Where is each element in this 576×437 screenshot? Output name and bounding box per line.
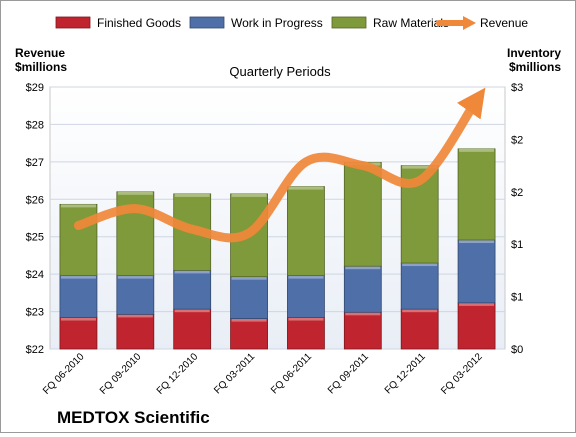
x-tick-label: FQ 03-2011 [212,351,257,396]
bar-highlight [459,302,495,306]
bar-work-in-progress [59,275,98,318]
x-axis-ticks: FQ 06-2010 FQ 09-2010 FQ 12-2010 FQ 03-2011… [41,351,485,397]
bar-finished-goods [457,302,496,350]
bar-highlight [345,312,381,316]
x-tick-label: FQ 12-2011 [383,351,428,396]
bar-highlight [402,309,438,313]
right-tick-label: $1 [511,292,523,304]
left-axis-ticks: $22 $23 $24 $25 $26 $27 $28 $29 [26,82,44,356]
bar-finished-goods [230,318,268,350]
revenue-line [73,87,486,243]
bar-work-in-progress [173,269,212,310]
bar-highlight [231,318,267,322]
bar-highlight [345,266,381,270]
left-tick-label: $28 [26,119,44,131]
bar-highlight [60,204,96,208]
legend-label-raw-materials: Raw Materials [373,16,449,30]
right-tick-label: $2 [511,134,523,146]
left-tick-label: $25 [26,232,44,244]
bar-highlight [288,317,324,321]
bar-highlight [288,186,324,190]
bar-highlight [174,309,210,313]
legend-swatch-finished-goods [55,16,91,29]
bar-finished-goods [343,311,382,350]
bar-work-in-progress [116,275,155,315]
bar-finished-goods [116,314,155,350]
bar-work-in-progress [287,275,325,318]
legend-label-finished-goods: Finished Goods [97,16,181,30]
right-tick-label: $3 [511,82,523,94]
bar-finished-goods [400,308,439,350]
chart-title: Quarterly Periods [229,64,331,79]
legend-arrow-head [463,16,476,30]
stacked-bars [59,148,496,350]
legend-label-revenue: Revenue [480,16,528,30]
bar-work-in-progress [457,239,496,304]
left-tick-label: $23 [26,307,44,319]
legend-label-work-in-progress: Work in Progress [231,16,323,30]
bar-highlight [117,191,153,195]
x-tick-label: FQ 12-2010 [155,351,201,397]
bar-raw-materials [343,162,382,267]
bar-highlight [117,314,153,318]
bar-raw-materials [457,148,496,241]
x-tick-label: FQ 06-2011 [269,351,314,396]
left-axis-label-line1: Revenue [15,46,65,60]
left-axis-label-line2: $millions [15,60,67,74]
legend-swatch-raw-materials [331,16,367,29]
bar-highlight [231,276,267,280]
right-tick-label: $0 [511,344,523,356]
bar-highlight [402,263,438,267]
bar-work-in-progress [230,276,268,320]
x-tick-label: FQ 09-2010 [98,351,144,397]
bar-highlight [459,148,495,152]
bar-highlight [288,275,324,279]
right-tick-label: $1 [511,239,523,251]
bar-finished-goods [287,317,325,350]
revenue-line-path [73,87,486,243]
bar-finished-goods [59,317,98,350]
bar-highlight [231,193,267,197]
bar-highlight [60,275,96,279]
x-tick-label: FQ 06-2010 [41,351,87,397]
right-axis-label-line2: $millions [509,60,561,74]
company-name: MEDTOX Scientific [57,408,210,427]
left-tick-label: $26 [26,194,44,206]
right-axis-label-line1: Inventory [507,46,561,60]
left-tick-label: $27 [26,157,44,169]
bar-raw-materials [287,186,325,277]
bar-finished-goods [173,308,212,350]
legend-swatch-work-in-progress [189,16,225,29]
right-tick-label: $2 [511,187,523,199]
bar-work-in-progress [343,265,382,313]
bar-highlight [459,240,495,244]
x-tick-label: FQ 03-2012 [439,351,485,397]
left-tick-label: $29 [26,82,44,94]
right-axis-ticks: $0 $1 $1 $2 $2 $3 [511,82,523,356]
bar-work-in-progress [400,262,439,310]
bar-highlight [174,270,210,274]
legend: Finished Goods Work in Progress Raw Materi… [55,16,528,30]
bar-highlight [402,165,438,169]
bar-highlight [60,317,96,321]
x-tick-label: FQ 09-2011 [326,351,371,396]
bar-highlight [174,193,210,197]
left-tick-label: $24 [26,269,44,281]
bar-raw-materials [59,203,98,277]
left-tick-label: $22 [26,344,44,356]
bar-highlight [117,275,153,279]
